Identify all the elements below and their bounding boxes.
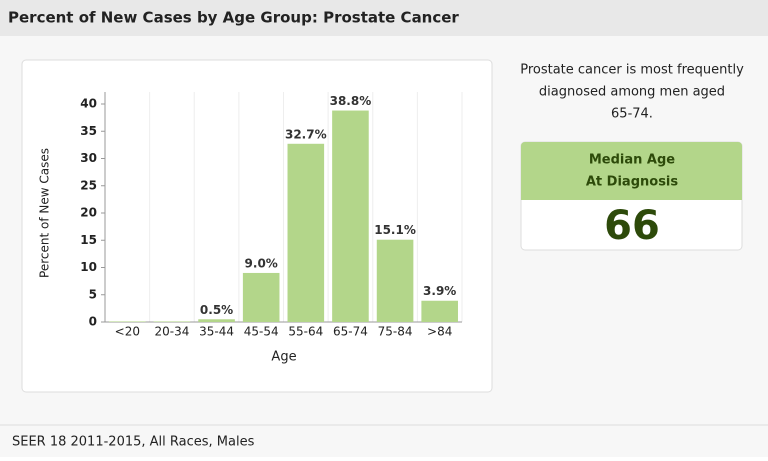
value-label: 38.8% [330, 94, 372, 108]
y-tick-label: 30 [80, 151, 97, 165]
header-bar [0, 0, 768, 36]
x-tick-label: 55-64 [288, 325, 323, 339]
value-label: 9.0% [245, 256, 278, 270]
median-header [521, 142, 742, 200]
x-axis-label: Age [271, 350, 296, 365]
x-tick-label: 20-34 [155, 325, 190, 339]
median-value: 66 [604, 203, 660, 249]
header-title: Percent of New Cases by Age Group: Prost… [8, 9, 459, 27]
x-tick-label: 75-84 [378, 325, 413, 339]
y-tick-label: 40 [80, 97, 97, 111]
y-tick-label: 0 [89, 315, 97, 329]
footer-text: SEER 18 2011-2015, All Races, Males [12, 435, 255, 450]
bar [198, 319, 235, 322]
x-tick-label: 65-74 [333, 325, 368, 339]
y-tick-label: 5 [89, 287, 97, 301]
value-label: 15.1% [374, 223, 416, 237]
median-label: Median Age At Diagnosis [586, 153, 679, 190]
summary-line: diagnosed among men aged [539, 85, 725, 100]
bar [109, 321, 146, 322]
value-label: 32.7% [285, 127, 327, 141]
value-label: 0.5% [200, 303, 233, 317]
summary-line: 65-74. [611, 107, 653, 122]
x-tick-label: <20 [115, 325, 140, 339]
bar [153, 321, 191, 322]
y-tick-label: 35 [80, 124, 97, 138]
y-axis-label: Percent of New Cases [38, 148, 52, 278]
y-tick-label: 15 [80, 233, 97, 247]
chart-box [21, 59, 493, 393]
x-tick-label: 45-54 [244, 325, 279, 339]
bar [332, 110, 369, 322]
summary: Prostate cancer is most frequently diagno… [520, 63, 744, 122]
y-tick-label: 25 [80, 178, 97, 192]
bar [242, 272, 280, 322]
summary-line: Prostate cancer is most frequently [520, 63, 744, 78]
x-tick-label: 35-44 [199, 325, 234, 339]
median-label-line: At Diagnosis [586, 175, 679, 190]
bar [421, 300, 458, 322]
bar [376, 239, 414, 322]
x-tick-label: >84 [427, 325, 452, 339]
median-label-line: Median Age [589, 153, 675, 168]
bar [287, 143, 325, 322]
value-label: 3.9% [423, 284, 456, 298]
y-tick-label: 10 [80, 260, 97, 274]
y-tick-label: 20 [80, 206, 97, 220]
